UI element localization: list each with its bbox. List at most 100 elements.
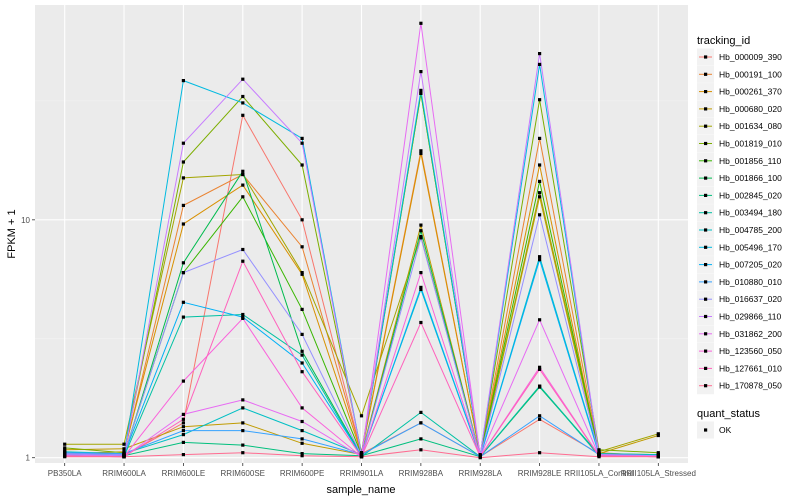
data-point <box>538 417 542 421</box>
data-point <box>300 271 304 275</box>
legend-label: Hb_004785_200 <box>719 225 782 235</box>
legend-item: Hb_127661_010 <box>697 359 782 377</box>
data-point <box>538 62 542 66</box>
data-point <box>538 191 542 195</box>
legend-item: Hb_001819_010 <box>697 135 782 152</box>
y-axis: 1 10 <box>21 216 35 463</box>
legend-item: Hb_123560_050 <box>697 342 782 360</box>
legend-label: Hb_000009_390 <box>719 52 782 62</box>
data-point <box>181 379 185 383</box>
data-point <box>419 410 423 414</box>
data-point <box>181 271 185 275</box>
legend-label: Hb_001634_080 <box>719 121 782 131</box>
data-point <box>181 141 185 145</box>
data-point <box>181 79 185 83</box>
legend-label: Hb_003494_180 <box>719 208 782 218</box>
data-point <box>241 316 245 320</box>
data-point <box>538 414 542 418</box>
data-point <box>241 195 245 199</box>
legend-item: Hb_016637_020 <box>697 290 782 308</box>
point-legend-item: OK <box>697 421 732 439</box>
data-point <box>359 414 364 418</box>
y-tick-label: 10 <box>21 216 30 225</box>
data-point <box>538 213 542 217</box>
data-point <box>419 70 423 74</box>
data-point <box>241 169 245 173</box>
data-point <box>419 236 423 240</box>
data-point <box>419 21 423 25</box>
data-point <box>538 163 542 167</box>
legend-label: Hb_127661_010 <box>719 363 782 373</box>
data-point <box>63 442 67 446</box>
legend-label: Hb_170878_050 <box>719 381 782 391</box>
legend-label: Hb_010880_010 <box>719 277 782 287</box>
plot-area <box>35 5 688 463</box>
data-point <box>597 448 601 452</box>
legend-item: Hb_001856_110 <box>697 152 782 170</box>
data-point <box>656 455 660 459</box>
legend-label: Hb_031862_200 <box>719 329 782 339</box>
legend-label: Hb_001866_100 <box>719 173 782 183</box>
legend-item: Hb_010880_010 <box>697 273 782 291</box>
data-points <box>63 21 660 460</box>
data-point <box>538 136 542 140</box>
data-point <box>241 101 245 105</box>
data-point <box>538 367 542 371</box>
legend-item: Hb_005496_170 <box>697 238 782 256</box>
legend-label: Hb_001819_010 <box>719 139 782 149</box>
legend-item: Hb_003494_180 <box>697 204 782 222</box>
data-point <box>538 365 542 369</box>
data-point <box>300 349 304 353</box>
data-point <box>300 441 304 445</box>
data-point <box>300 218 304 222</box>
legend-item: Hb_000680_020 <box>697 100 782 118</box>
x-tick-label: RRIM600SE <box>221 469 265 478</box>
legend-key-point <box>704 245 708 249</box>
data-point <box>656 432 660 436</box>
data-point <box>419 149 423 153</box>
data-point <box>419 285 423 289</box>
legend-item: Hb_000261_370 <box>697 83 782 101</box>
data-point <box>300 163 304 167</box>
x-tick-label: RRIM600LA <box>102 469 146 478</box>
data-point <box>300 429 304 433</box>
data-point <box>181 203 185 207</box>
data-point <box>300 245 304 249</box>
data-point <box>538 52 542 56</box>
data-point <box>300 272 304 276</box>
data-point <box>241 113 245 117</box>
data-point <box>359 455 364 459</box>
data-point <box>241 443 245 447</box>
data-point <box>478 456 482 460</box>
y-axis-title: FPKM + 1 <box>6 209 18 258</box>
data-point <box>300 452 304 456</box>
x-tick-label: RRIM928LA <box>458 469 502 478</box>
legend-key-point <box>704 90 708 94</box>
legend-label: Hb_000261_370 <box>719 87 782 97</box>
data-point <box>538 384 542 388</box>
legend-key-point <box>704 211 708 215</box>
data-point <box>300 136 304 140</box>
x-tick-label: RRII105LA_Control <box>564 469 634 478</box>
data-point <box>241 451 245 455</box>
data-point <box>419 320 423 325</box>
data-point <box>181 300 185 304</box>
data-point <box>656 451 660 455</box>
data-point <box>181 176 185 180</box>
legend-key-point <box>704 124 708 128</box>
data-point <box>181 453 185 457</box>
legend-key-point <box>704 141 708 146</box>
legend-label: Hb_007205_020 <box>719 260 782 270</box>
data-point <box>300 454 304 458</box>
data-point <box>181 417 185 421</box>
data-point <box>300 361 304 365</box>
data-point <box>122 447 126 451</box>
data-point <box>241 94 245 99</box>
x-axis-title: sample_name <box>326 484 395 496</box>
data-point <box>241 312 245 317</box>
legend-key-point <box>704 263 708 267</box>
legend-label: Hb_000680_020 <box>719 104 782 114</box>
data-point <box>241 172 245 177</box>
data-point <box>63 455 67 459</box>
